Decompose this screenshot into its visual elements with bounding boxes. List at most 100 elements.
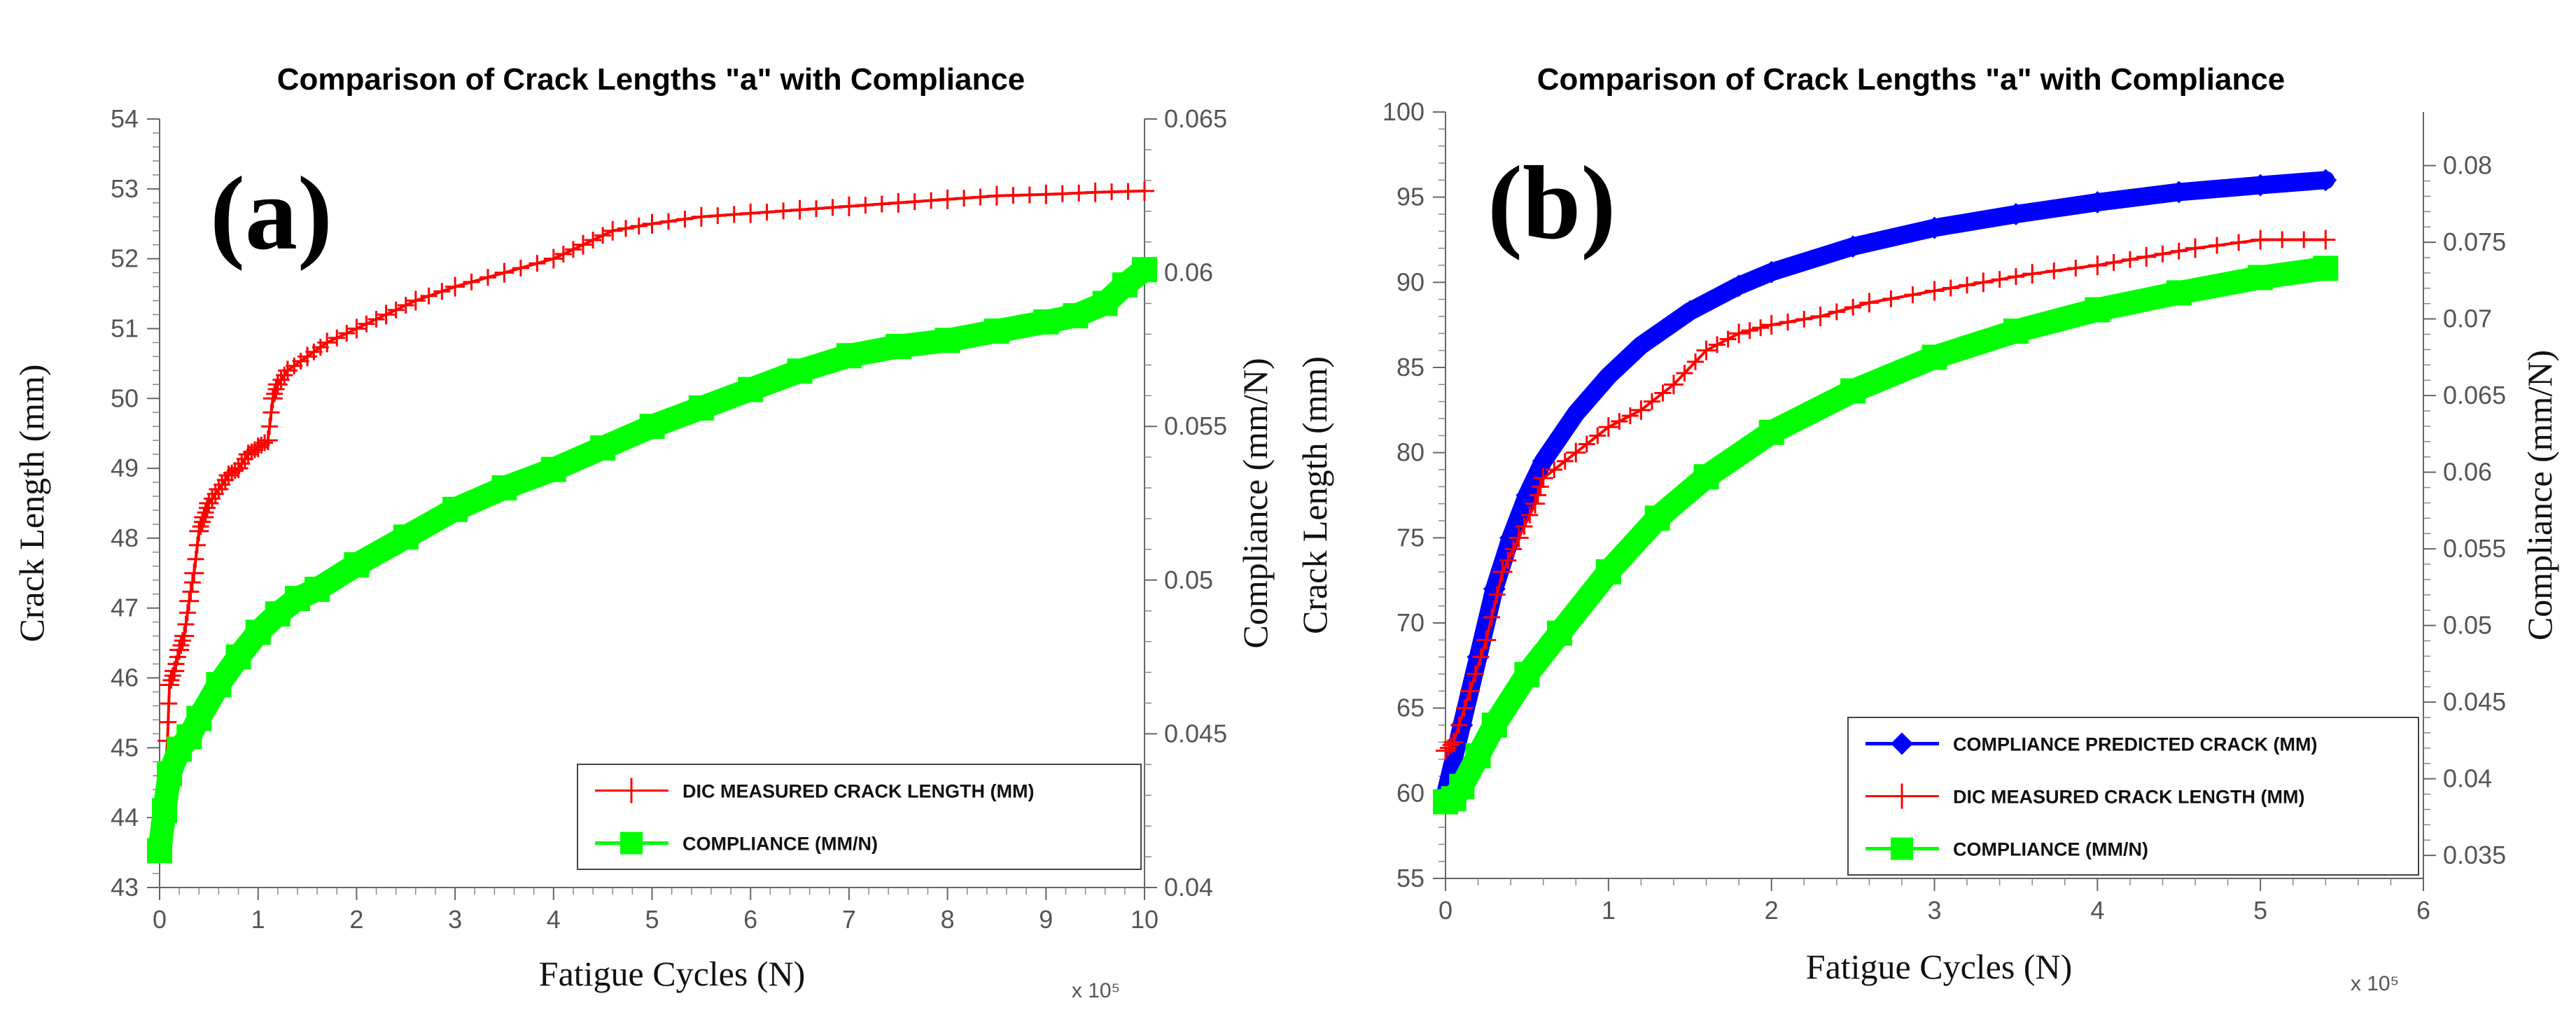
data-point-interp <box>178 604 196 622</box>
data-point <box>839 196 859 216</box>
series-plus-1 <box>1436 230 2336 761</box>
data-point <box>1840 378 1866 404</box>
y2-tick-label: 0.04 <box>2443 764 2492 793</box>
data-point-interp <box>1516 518 1533 535</box>
data-point-interp <box>2067 260 2085 277</box>
data-point-interp <box>617 220 634 237</box>
data-point <box>1533 468 1553 489</box>
y-tick-label: 80 <box>1396 438 1424 467</box>
data-point <box>1481 713 1507 738</box>
data-point <box>157 761 183 787</box>
data-point <box>267 374 288 395</box>
legend-label: COMPLIANCE (MM/N) <box>682 834 878 855</box>
y-axis-label: Crack Length (mm) <box>12 364 51 642</box>
data-point-interp <box>2208 237 2226 254</box>
data-point <box>1525 493 1546 514</box>
y-tick-label: 55 <box>1396 864 1424 892</box>
data-point <box>209 479 229 500</box>
data-point-interp <box>183 574 201 591</box>
data-point-interp <box>420 287 438 304</box>
x-tick-label: 7 <box>842 905 856 934</box>
data-point <box>2087 255 2108 275</box>
x-tick-label: 6 <box>2416 896 2430 925</box>
data-point <box>1532 449 1555 472</box>
x-tick-label: 4 <box>2090 896 2104 925</box>
data-point-interp <box>1621 407 1639 424</box>
y2-tick-label: 0.065 <box>2443 381 2506 409</box>
y2-tick-label: 0.065 <box>1164 104 1227 133</box>
data-point-interp <box>262 404 280 421</box>
data-point <box>160 675 180 695</box>
data-point <box>1033 309 1059 335</box>
data-point-interp <box>1442 736 1460 754</box>
data-point <box>1514 661 1540 687</box>
data-point <box>2167 181 2190 204</box>
data-point <box>937 189 958 209</box>
data-point <box>2185 238 2206 258</box>
data-point <box>225 644 251 670</box>
data-point-interp <box>955 190 973 207</box>
data-point-interp <box>2230 234 2248 251</box>
data-point <box>186 706 212 731</box>
data-point-interp <box>1942 279 1959 297</box>
data-point-interp <box>972 188 989 206</box>
data-point-interp <box>1472 648 1490 666</box>
data-point <box>1810 307 1830 326</box>
data-point <box>590 435 616 461</box>
data-point <box>152 798 178 824</box>
data-point <box>491 475 517 501</box>
y-tick-label: 65 <box>1396 694 1424 722</box>
data-point <box>1036 184 1056 204</box>
panel-label: (b) <box>1488 145 1616 261</box>
data-point-interp <box>1578 435 1595 453</box>
data-point-interp <box>1654 384 1672 402</box>
x-axis-label: Fatigue Cycles (N) <box>1806 947 2072 986</box>
y2-tick-label: 0.06 <box>1164 258 1213 287</box>
data-point <box>2316 230 2336 250</box>
data-point <box>1566 442 1586 463</box>
legend-marker <box>1889 783 1914 809</box>
data-point-interp <box>1546 461 1563 478</box>
data-point-interp <box>2105 253 2122 271</box>
data-point-interp <box>177 616 195 633</box>
y2-axis-label: Compliance (mm/N) <box>2520 350 2559 640</box>
data-point-interp <box>253 436 270 454</box>
data-point-interp <box>479 269 496 286</box>
data-point-interp <box>162 671 180 689</box>
data-point-interp <box>261 418 279 435</box>
data-point-interp <box>554 245 572 262</box>
data-point <box>934 328 960 353</box>
series-diamond-0 <box>1434 169 2337 805</box>
y-tick-label: 60 <box>1396 778 1424 807</box>
data-point-interp <box>167 655 185 673</box>
data-point-interp <box>1828 303 1845 321</box>
x-multiplier-label: x 10⁵ <box>2351 972 2399 995</box>
x-tick-label: 10 <box>1130 905 1158 934</box>
data-point-interp <box>1556 452 1574 470</box>
data-point-interp <box>1844 299 1862 316</box>
data-point <box>1132 257 1157 283</box>
y-tick-label: 52 <box>111 244 139 273</box>
y2-tick-label: 0.035 <box>2443 841 2506 869</box>
y-tick-label: 50 <box>111 384 139 412</box>
data-point-interp <box>1456 699 1474 717</box>
x-tick-label: 6 <box>743 905 757 934</box>
data-point <box>2004 203 2027 225</box>
data-point-interp <box>1611 413 1628 430</box>
data-point-interp <box>1103 183 1121 201</box>
data-point <box>199 493 219 513</box>
panel-label: (a) <box>210 155 332 272</box>
data-point <box>147 838 172 864</box>
data-point <box>494 262 514 283</box>
data-point-interp <box>923 192 940 209</box>
data-point <box>2003 318 2029 344</box>
legend-label: COMPLIANCE (MM/N) <box>1953 839 2148 860</box>
data-point-interp <box>1779 314 1796 331</box>
data-point <box>1644 505 1670 531</box>
y2-tick-label: 0.075 <box>2443 227 2506 256</box>
y-tick-label: 48 <box>111 524 139 552</box>
data-point-interp <box>659 213 677 230</box>
data-point-interp <box>328 329 346 346</box>
data-point <box>2085 297 2110 323</box>
